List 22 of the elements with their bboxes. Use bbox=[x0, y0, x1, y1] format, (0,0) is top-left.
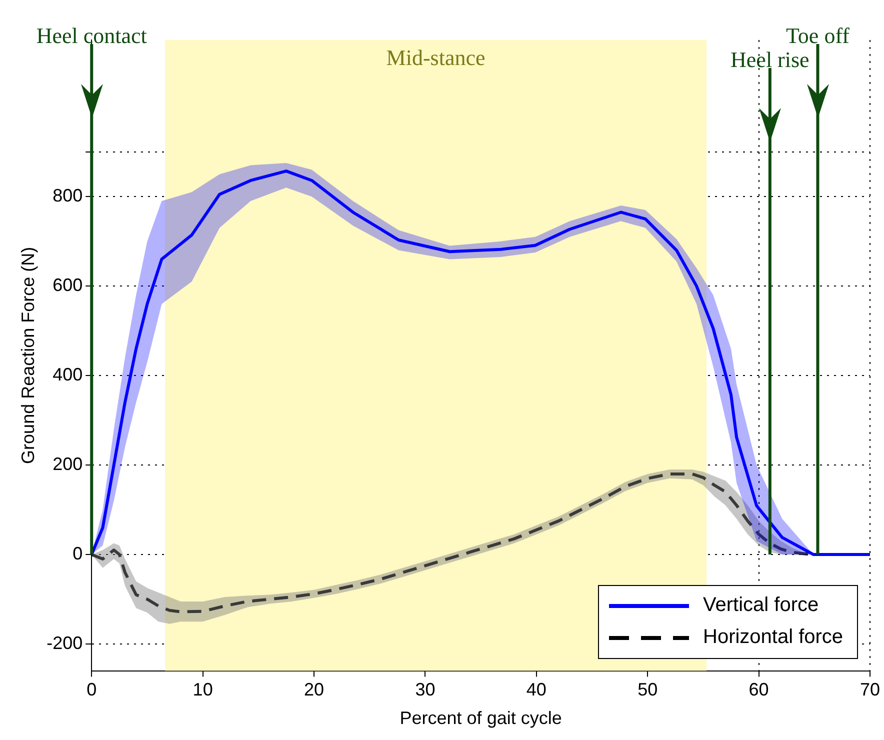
x-tick-label: 60 bbox=[748, 680, 769, 700]
ref-line-label: Heel contact bbox=[36, 22, 147, 48]
legend-label: Horizontal force bbox=[703, 626, 844, 650]
y-tick-label: 400 bbox=[52, 364, 83, 384]
y-tick-label: 600 bbox=[52, 275, 83, 296]
x-tick-label: 40 bbox=[526, 680, 546, 700]
x-tick-label: 20 bbox=[304, 680, 324, 700]
y-tick-label: 800 bbox=[52, 186, 83, 206]
legend-label: Vertical force bbox=[703, 594, 819, 618]
x-axis-title: Percent of gait cycle bbox=[400, 708, 562, 728]
y-tick-label: 0 bbox=[72, 543, 83, 564]
x-tick-label: 30 bbox=[415, 680, 436, 700]
y-tick-label: -200 bbox=[46, 632, 83, 653]
ref-line-label: Toe off bbox=[786, 22, 850, 48]
y-tick-label: 200 bbox=[52, 454, 83, 474]
ref-line-label: Heel rise bbox=[730, 46, 810, 72]
x-tick-label: 10 bbox=[192, 680, 213, 700]
y-axis-title: Ground Reaction Force (N) bbox=[18, 246, 38, 464]
x-tick-label: 0 bbox=[86, 680, 97, 700]
x-tick-label: 50 bbox=[638, 680, 658, 700]
band-label: Mid-stance bbox=[386, 44, 486, 70]
x-tick-label: 70 bbox=[860, 680, 880, 700]
